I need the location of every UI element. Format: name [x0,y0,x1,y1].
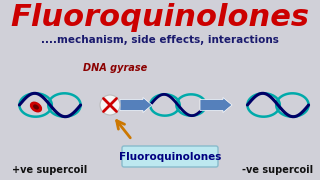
FancyArrow shape [200,98,232,112]
Ellipse shape [31,102,41,112]
Text: -ve supercoil: -ve supercoil [243,165,314,175]
Circle shape [100,95,120,115]
FancyBboxPatch shape [122,146,218,167]
Text: ....mechanism, side effects, interactions: ....mechanism, side effects, interaction… [41,35,279,45]
Text: Fluoroquinolones: Fluoroquinolones [11,3,309,33]
Text: DNA gyrase: DNA gyrase [83,63,147,73]
Ellipse shape [34,105,38,109]
FancyArrow shape [120,98,152,112]
Text: Fluoroquinolones: Fluoroquinolones [119,152,221,161]
Text: +ve supercoil: +ve supercoil [12,165,88,175]
